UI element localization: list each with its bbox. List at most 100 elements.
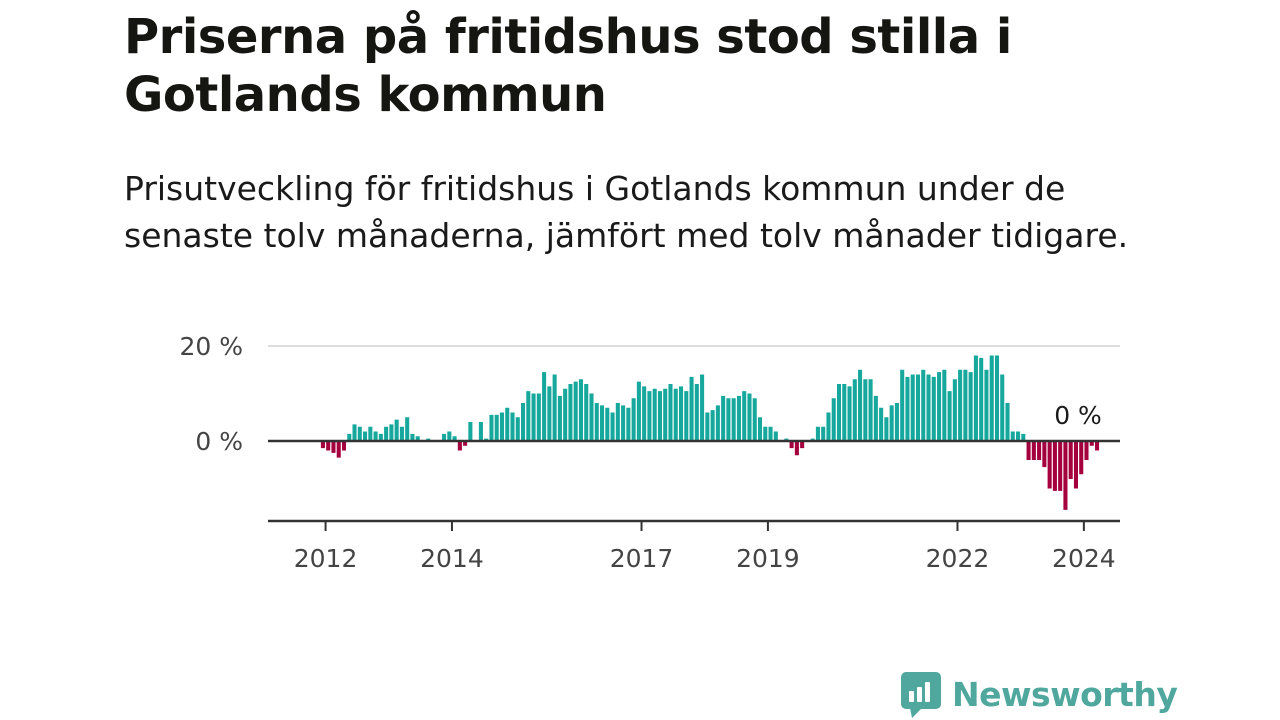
- bar: [694, 384, 699, 441]
- bar: [931, 376, 936, 441]
- bar: [1063, 441, 1068, 510]
- bar: [879, 407, 884, 441]
- bar: [752, 398, 757, 441]
- bar: [478, 422, 483, 441]
- bar: [557, 395, 562, 441]
- bar: [815, 426, 820, 441]
- bar: [1052, 441, 1057, 491]
- bars: [320, 355, 1100, 510]
- bar: [573, 381, 578, 441]
- bar: [626, 407, 631, 441]
- bar: [1010, 431, 1015, 441]
- bar: [621, 405, 626, 441]
- bar: [599, 405, 605, 441]
- bar: [515, 417, 520, 441]
- bar: [979, 357, 984, 441]
- x-tick-label: 2022: [926, 544, 990, 573]
- bar: [442, 433, 447, 441]
- bar: [631, 398, 636, 441]
- bar: [384, 426, 389, 441]
- bar: [657, 391, 662, 441]
- bar: [968, 372, 973, 441]
- bar: [347, 433, 352, 441]
- bar: [1089, 441, 1094, 446]
- bar: [610, 412, 615, 441]
- bar: [826, 412, 831, 441]
- bar: [726, 398, 731, 441]
- bar: [510, 412, 515, 441]
- bar: [989, 355, 994, 441]
- bar: [357, 426, 362, 441]
- bar: [768, 426, 773, 441]
- bar: [763, 426, 768, 441]
- bar: [831, 398, 836, 441]
- chart-title: Priserna på fritidshus stod stilla i Got…: [124, 9, 1012, 123]
- bar: [399, 426, 404, 441]
- bar: [963, 369, 968, 441]
- bar: [589, 393, 594, 441]
- bar: [636, 381, 641, 441]
- bar: [942, 369, 947, 441]
- bar: [684, 391, 689, 441]
- bar: [341, 441, 347, 451]
- bar: [531, 393, 536, 441]
- x-tick-label: 2017: [610, 544, 674, 573]
- bar: [1005, 403, 1010, 441]
- bar: [394, 419, 399, 441]
- axes: 0 % 20 % 2012 2014 2017 2019 2022 2024: [179, 332, 1120, 573]
- bar: [642, 386, 647, 441]
- y-tick-label: 0 %: [195, 427, 243, 456]
- bar: [842, 384, 847, 441]
- bar: [952, 379, 957, 441]
- bar: [494, 414, 499, 441]
- bar: [668, 384, 673, 441]
- bar: [789, 441, 794, 449]
- bar: [858, 369, 863, 441]
- bar: [584, 384, 589, 441]
- bar: [747, 393, 752, 441]
- bar: [463, 441, 468, 446]
- bar: [521, 403, 526, 441]
- bar: [1058, 441, 1063, 491]
- bar: [900, 369, 905, 441]
- bar: [800, 441, 805, 449]
- bar: [894, 403, 899, 441]
- bar: [536, 393, 541, 441]
- bar: [331, 441, 336, 453]
- bar: [336, 441, 341, 458]
- bar: [984, 369, 989, 441]
- bar: [973, 355, 978, 441]
- bar: [794, 441, 799, 456]
- bar: [1016, 431, 1021, 441]
- bar: [526, 391, 531, 441]
- bar: [863, 379, 868, 441]
- x-tick-label: 2014: [420, 544, 484, 573]
- bar: [847, 386, 852, 441]
- bar: [326, 441, 331, 451]
- bar: [852, 379, 857, 441]
- bar: [721, 395, 726, 441]
- bar: [710, 410, 715, 441]
- bar: [773, 431, 778, 441]
- bar: [1079, 441, 1084, 475]
- bar: [1042, 441, 1047, 468]
- x-tick-label: 2012: [294, 544, 358, 573]
- bar: [320, 441, 325, 449]
- bar: [705, 412, 710, 441]
- bar: [994, 355, 1000, 441]
- bar: [1084, 441, 1089, 460]
- bar: [605, 407, 610, 441]
- bar: [958, 369, 963, 441]
- bar: [821, 426, 826, 441]
- bar: [563, 388, 568, 441]
- bar: [742, 391, 747, 441]
- bar: [468, 422, 473, 441]
- newsworthy-chart-bubble-icon: [901, 672, 941, 718]
- x-tick-label: 2019: [736, 544, 800, 573]
- bar: [715, 405, 720, 441]
- bar: [1021, 433, 1026, 441]
- bar: [363, 431, 368, 441]
- bar: [757, 417, 763, 441]
- latest-value-annotation: 0 %: [1054, 401, 1102, 430]
- bar: [736, 395, 741, 441]
